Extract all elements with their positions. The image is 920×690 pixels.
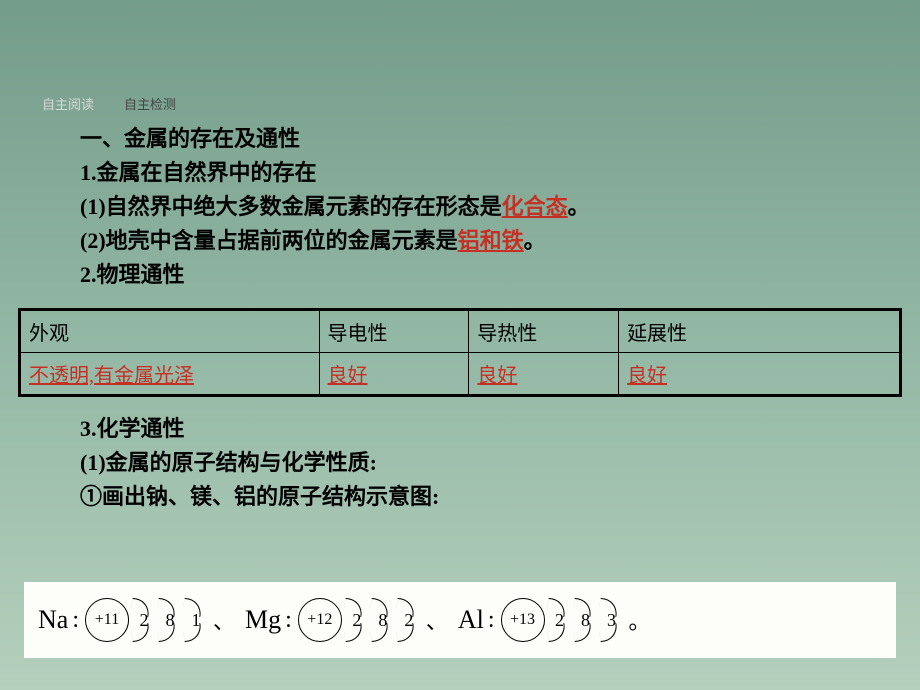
text: (1)自然界中绝大多数金属元素的存在形态是 (80, 194, 502, 219)
electron-shell: 3 (599, 594, 625, 646)
line-7: ①画出钠、镁、铝的原子结构示意图: (80, 480, 880, 514)
tab-test[interactable]: 自主检测 (124, 94, 176, 113)
answer-cell: 良好 (319, 353, 469, 396)
num: 3 (80, 416, 91, 441)
element-symbol: Al (458, 605, 484, 635)
answer-cell: 不透明,有金属光泽 (20, 353, 320, 396)
content-block-1: 一、金属的存在及通性 1.金属在自然界中的存在 (1)自然界中绝大多数金属元素的… (80, 122, 880, 292)
text: .化学通性 (91, 416, 185, 441)
electron-shell: 2 (344, 594, 370, 646)
nucleus: +12 (298, 598, 342, 642)
separator: 、 (213, 604, 235, 636)
atom-na: Na : +11 2 8 1 (38, 594, 209, 646)
electron-shell: 8 (157, 594, 183, 646)
electron-shell: 8 (370, 594, 396, 646)
num: 1 (80, 160, 91, 185)
colon: : (488, 607, 495, 634)
text: 。 (568, 194, 590, 219)
tab-reading[interactable]: 自主阅读 (42, 94, 94, 113)
heading-1: 一、金属的存在及通性 (80, 122, 880, 156)
period: 。 (629, 604, 651, 636)
header-cell: 导电性 (319, 310, 469, 353)
line-5: 3.化学通性 (80, 412, 880, 446)
text: .物理通性 (91, 262, 185, 287)
answer-cell: 良好 (469, 353, 619, 396)
separator: 、 (426, 604, 448, 636)
properties-table: 外观 导电性 导热性 延展性 不透明,有金属光泽 良好 良好 良好 (18, 308, 902, 397)
nucleus: +13 (501, 598, 545, 642)
table-answer-row: 不透明,有金属光泽 良好 良好 良好 (20, 353, 901, 396)
colon: : (285, 607, 292, 634)
nucleus: +11 (85, 598, 129, 642)
atom-diagram-box: Na : +11 2 8 1 、 Mg : +12 2 8 2 、 Al : +… (24, 582, 896, 658)
atom-mg: Mg : +12 2 8 2 (245, 594, 422, 646)
header-cell: 导热性 (469, 310, 619, 353)
element-symbol: Mg (245, 605, 281, 635)
line-3: (2)地壳中含量占据前两位的金属元素是铝和铁。 (80, 224, 880, 258)
text: 。 (524, 228, 546, 253)
num: 2 (80, 262, 91, 287)
line-2: (1)自然界中绝大多数金属元素的存在形态是化合态。 (80, 190, 880, 224)
text: (2)地壳中含量占据前两位的金属元素是 (80, 228, 458, 253)
blank-answer: 铝和铁 (458, 228, 524, 253)
colon: : (72, 607, 79, 634)
header-cell: 外观 (20, 310, 320, 353)
electron-shell: 2 (396, 594, 422, 646)
electron-shell: 2 (131, 594, 157, 646)
header-cell: 延展性 (619, 310, 901, 353)
electron-shell: 8 (573, 594, 599, 646)
answer-cell: 良好 (619, 353, 901, 396)
element-symbol: Na (38, 605, 68, 635)
electron-shell: 1 (183, 594, 209, 646)
line-4: 2.物理通性 (80, 258, 880, 292)
content-block-2: 3.化学通性 (1)金属的原子结构与化学性质: ①画出钠、镁、铝的原子结构示意图… (80, 412, 880, 514)
electron-shell: 2 (547, 594, 573, 646)
atom-al: Al : +13 2 8 3 (458, 594, 625, 646)
table-header-row: 外观 导电性 导热性 延展性 (20, 310, 901, 353)
line-6: (1)金属的原子结构与化学性质: (80, 446, 880, 480)
text: .金属在自然界中的存在 (91, 160, 317, 185)
line-1: 1.金属在自然界中的存在 (80, 156, 880, 190)
blank-answer: 化合态 (502, 194, 568, 219)
tabs: 自主阅读 自主检测 (42, 94, 176, 113)
